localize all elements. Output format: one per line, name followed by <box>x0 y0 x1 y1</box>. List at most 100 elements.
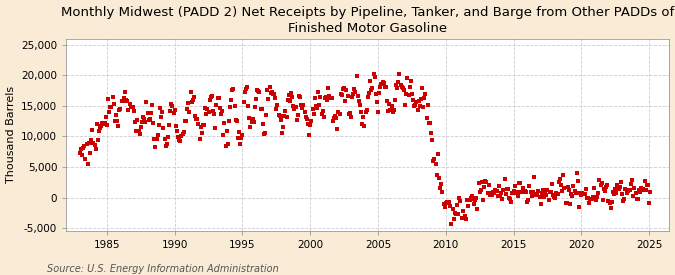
Point <box>506 200 516 205</box>
Point <box>213 96 224 100</box>
Point <box>456 216 467 221</box>
Point <box>383 109 394 113</box>
Point <box>436 182 447 186</box>
Point <box>478 197 489 202</box>
Point <box>606 200 617 205</box>
Point <box>310 103 321 108</box>
Point <box>491 188 502 193</box>
Point <box>260 131 271 135</box>
Point <box>151 137 162 141</box>
Point <box>547 193 558 197</box>
Point <box>525 189 536 194</box>
Point <box>381 84 392 89</box>
Point <box>225 105 236 109</box>
Point <box>644 200 655 205</box>
Point <box>272 102 283 107</box>
Point <box>400 103 410 107</box>
Point <box>158 125 169 130</box>
Point <box>261 112 271 117</box>
Point <box>221 129 232 133</box>
Point <box>200 106 211 110</box>
Point <box>416 86 427 90</box>
Point <box>305 123 316 128</box>
Point <box>237 133 248 137</box>
Point <box>603 199 614 203</box>
Point <box>566 192 576 197</box>
Point <box>534 195 545 199</box>
Point <box>626 182 637 186</box>
Point <box>104 109 115 114</box>
Point <box>441 200 452 205</box>
Point <box>184 110 195 114</box>
Point <box>387 110 398 114</box>
Point <box>126 104 137 109</box>
Point <box>312 106 323 111</box>
Point <box>101 123 112 127</box>
Point <box>146 103 157 108</box>
Point <box>596 181 607 185</box>
Point <box>141 100 152 104</box>
Point <box>577 191 588 195</box>
Point <box>508 189 519 193</box>
Point <box>329 115 340 120</box>
Point <box>132 117 143 122</box>
Point <box>297 106 308 111</box>
Point <box>167 104 178 108</box>
Point <box>174 138 185 142</box>
Point <box>493 184 504 189</box>
Point <box>410 103 421 107</box>
Point <box>461 217 472 222</box>
Point <box>480 179 491 183</box>
Point <box>250 97 261 101</box>
Point <box>91 122 102 127</box>
Point <box>537 190 547 195</box>
Point <box>336 93 347 98</box>
Point <box>364 79 375 84</box>
Point <box>499 177 510 181</box>
Title: Monthly Midwest (PADD 2) Net Receipts by Pipeline, Tanker, and Barge from Other : Monthly Midwest (PADD 2) Net Receipts by… <box>61 6 674 35</box>
Point <box>638 187 649 191</box>
Point <box>144 117 155 121</box>
Point <box>514 181 524 185</box>
Point <box>287 95 298 100</box>
Point <box>389 98 400 103</box>
Point <box>111 119 122 123</box>
Point <box>185 90 196 94</box>
Point <box>540 192 551 196</box>
Point <box>155 106 165 110</box>
Point <box>198 123 209 127</box>
Point <box>252 88 263 92</box>
Point <box>630 191 641 196</box>
Point <box>131 129 142 133</box>
Point <box>339 86 350 90</box>
Point <box>404 85 415 89</box>
Point <box>374 91 385 95</box>
Point <box>119 90 130 94</box>
Point <box>238 100 249 104</box>
Point <box>371 92 381 96</box>
Point <box>338 87 348 91</box>
Point <box>146 110 157 115</box>
Point <box>103 96 113 101</box>
Point <box>344 111 354 116</box>
Point <box>267 90 277 95</box>
Point <box>599 188 610 193</box>
Point <box>344 111 355 116</box>
Point <box>279 114 290 119</box>
Point <box>624 188 635 192</box>
Point <box>490 188 501 192</box>
Point <box>425 120 435 125</box>
Point <box>458 216 469 220</box>
Point <box>622 189 633 193</box>
Point <box>419 96 430 101</box>
Point <box>593 190 603 195</box>
Point <box>109 119 120 123</box>
Point <box>267 92 278 96</box>
Point <box>409 104 420 109</box>
Point <box>159 137 170 141</box>
Point <box>74 151 85 156</box>
Point <box>522 200 533 205</box>
Point <box>314 103 325 108</box>
Point <box>381 99 392 103</box>
Point <box>356 109 367 114</box>
